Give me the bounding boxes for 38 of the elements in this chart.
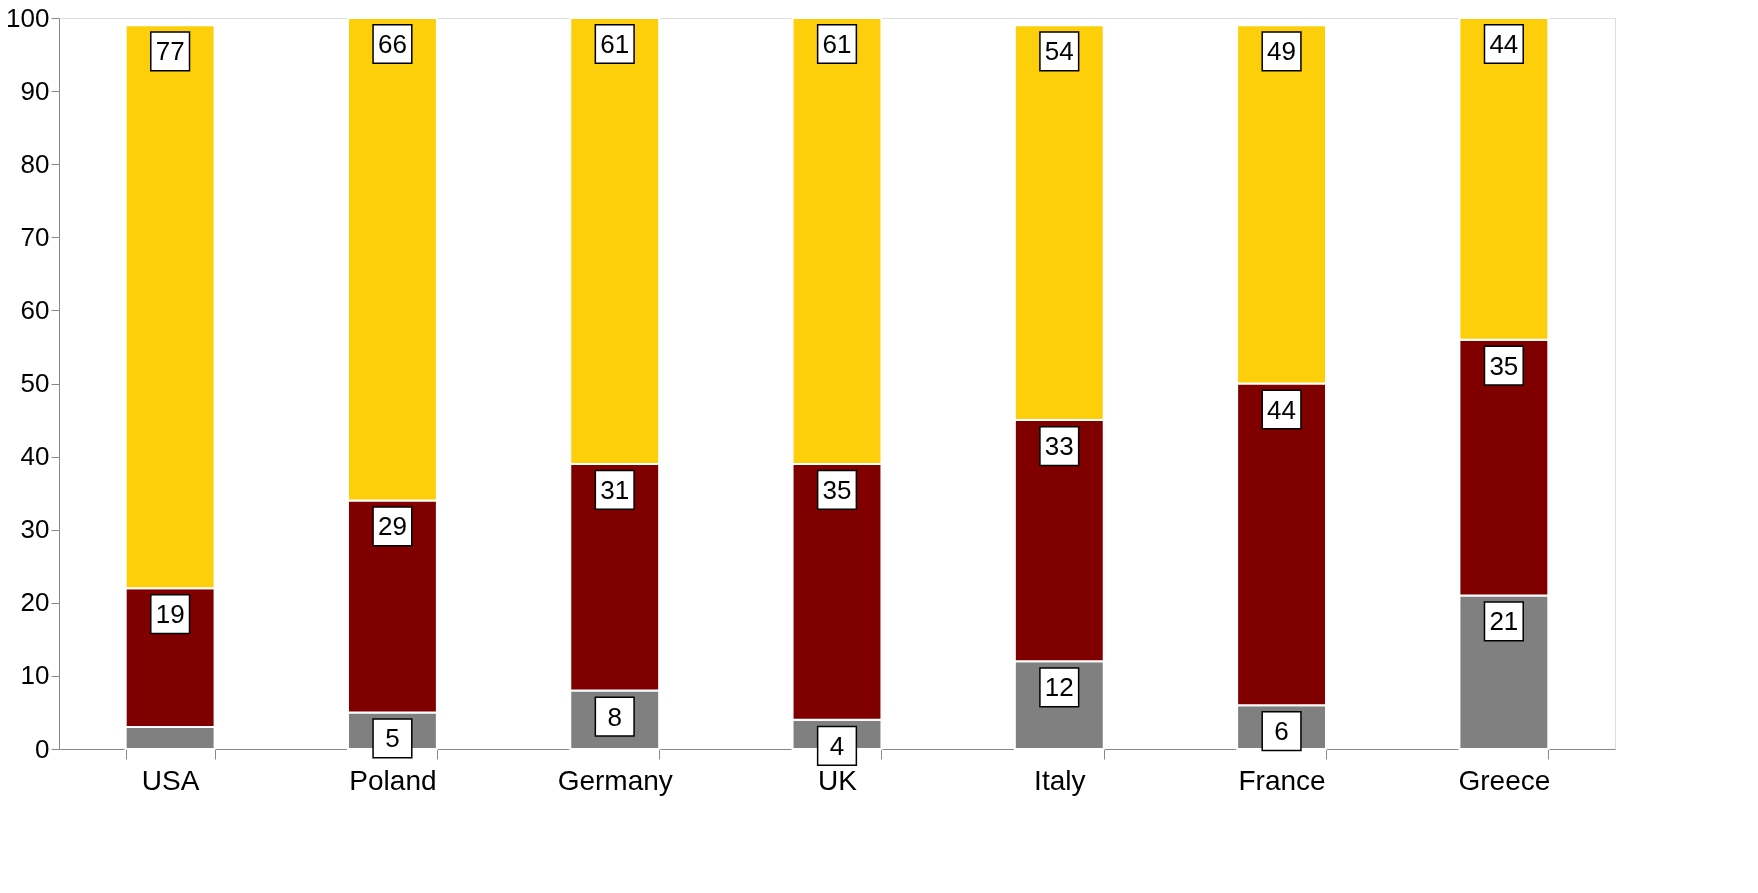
y-tick-label: 90 <box>20 75 50 106</box>
data-label: 54 <box>1044 36 1074 67</box>
y-tick-label: 60 <box>20 294 50 325</box>
data-label: 49 <box>1267 36 1297 67</box>
data-label: 12 <box>1044 672 1074 703</box>
data-label: 44 <box>1267 394 1297 425</box>
data-label: 8 <box>607 701 622 732</box>
data-label: 44 <box>1489 29 1519 59</box>
x-tick-label: Italy <box>1034 764 1086 796</box>
y-tick-label: 20 <box>20 587 50 618</box>
x-tick-label: UK <box>818 764 858 796</box>
y-tick-label: 30 <box>20 514 50 545</box>
y-tick-label: 40 <box>20 441 50 472</box>
data-label: 35 <box>822 474 852 505</box>
y-tick-label: 100 <box>6 2 50 33</box>
data-label: 66 <box>377 29 407 59</box>
y-tick-label: 80 <box>20 148 50 179</box>
x-tick-label: Greece <box>1458 764 1551 796</box>
data-label: 61 <box>822 29 852 59</box>
x-tick-label: Germany <box>557 764 673 796</box>
y-tick-label: 70 <box>20 221 50 252</box>
data-label: 29 <box>377 511 407 542</box>
data-label: 33 <box>1044 431 1074 462</box>
data-label: 19 <box>155 599 185 630</box>
data-label: 31 <box>600 474 630 505</box>
data-label: 6 <box>1274 716 1289 747</box>
data-label: 4 <box>829 730 845 761</box>
y-tick-label: 10 <box>20 660 50 691</box>
data-label: 5 <box>385 723 400 754</box>
data-label: 77 <box>155 36 185 67</box>
data-label: 35 <box>1489 350 1519 381</box>
x-tick-label: Poland <box>349 764 437 796</box>
x-tick-label: USA <box>141 764 200 796</box>
data-label: 21 <box>1489 606 1519 637</box>
x-tick-label: France <box>1238 764 1326 796</box>
data-label: 61 <box>600 29 630 59</box>
y-tick-label: 50 <box>20 368 50 398</box>
y-tick-label: 0 <box>35 733 50 764</box>
